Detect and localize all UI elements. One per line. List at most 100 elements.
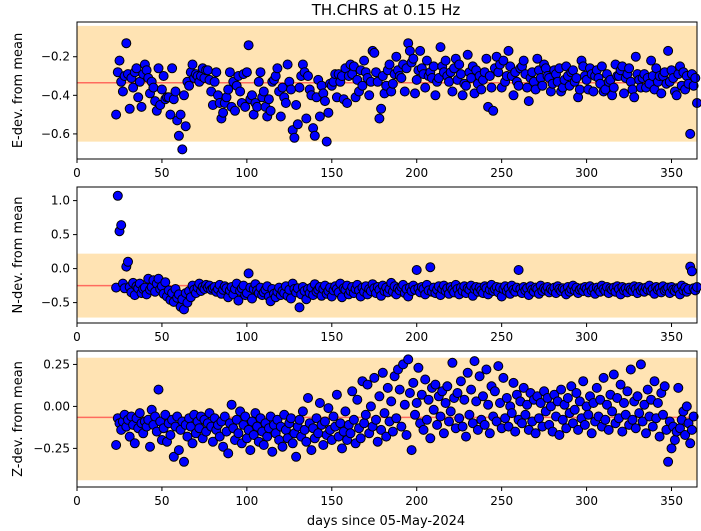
data-point — [557, 385, 566, 394]
data-point — [424, 395, 433, 404]
data-point — [458, 91, 467, 100]
data-point — [456, 377, 465, 386]
y-axis-label: Z-dev. from mean — [11, 361, 26, 477]
data-point — [477, 85, 486, 94]
x-tick-label: 350 — [660, 330, 683, 344]
data-point — [633, 392, 642, 401]
y-axis-label: N-dev. from mean — [11, 197, 26, 314]
data-point — [431, 380, 440, 389]
data-point — [411, 89, 420, 98]
data-point — [349, 415, 358, 424]
data-point — [366, 402, 375, 411]
x-tick-label: 350 — [660, 494, 683, 508]
data-points — [112, 191, 701, 314]
data-point — [455, 414, 464, 423]
data-point — [555, 431, 564, 440]
data-point — [130, 439, 139, 448]
data-point — [181, 122, 190, 131]
x-tick-label: 50 — [154, 330, 169, 344]
data-point — [397, 422, 406, 431]
data-point — [626, 365, 635, 374]
data-point — [409, 54, 418, 63]
data-point — [628, 415, 637, 424]
data-point — [589, 87, 598, 96]
data-point — [188, 439, 197, 448]
data-point — [292, 101, 301, 110]
data-point — [188, 60, 197, 69]
data-point — [264, 95, 273, 104]
data-point — [407, 446, 416, 455]
data-point — [563, 394, 572, 403]
x-tick-label: 200 — [405, 166, 428, 180]
y-tick-label: −0.5 — [41, 296, 70, 310]
figure: TH.CHRS at 0.15 Hz 0 50 100 150 200 250 300 350… — [0, 0, 701, 531]
data-point — [259, 441, 268, 450]
data-point — [499, 373, 508, 382]
data-point — [653, 399, 662, 408]
data-point — [159, 72, 168, 81]
data-point — [400, 400, 409, 409]
data-point — [494, 362, 503, 371]
data-point — [636, 360, 645, 369]
data-point — [519, 56, 528, 65]
data-point — [502, 394, 511, 403]
data-point — [324, 404, 333, 413]
data-point — [531, 429, 540, 438]
data-point — [686, 439, 695, 448]
y-tick-label: −0.25 — [33, 441, 70, 455]
data-point — [273, 64, 282, 73]
data-point — [648, 422, 657, 431]
subplot-3: 0 50 100 150 200 250 300 350−0.250.000.25Z-dev.… — [11, 351, 698, 508]
data-point — [356, 434, 365, 443]
data-point — [149, 83, 158, 92]
data-point — [485, 429, 494, 438]
data-point — [642, 429, 651, 438]
data-point — [421, 375, 430, 384]
data-point — [304, 394, 313, 403]
data-point — [572, 74, 581, 83]
data-point — [298, 407, 307, 416]
data-point — [171, 87, 180, 96]
data-point — [584, 410, 593, 419]
data-point — [161, 278, 170, 287]
data-point — [292, 452, 301, 461]
data-point — [657, 89, 666, 98]
data-point — [558, 415, 567, 424]
data-point — [687, 425, 696, 434]
data-point — [380, 409, 389, 418]
data-point — [521, 410, 530, 419]
data-point — [643, 385, 652, 394]
data-point — [363, 380, 372, 389]
data-point — [416, 46, 425, 55]
x-tick-label: 50 — [154, 166, 169, 180]
data-point — [290, 133, 299, 142]
data-point — [412, 399, 421, 408]
data-point — [268, 447, 277, 456]
y-tick-label: −0.6 — [41, 127, 70, 141]
data-point — [431, 91, 440, 100]
data-point — [263, 432, 272, 441]
data-point — [409, 378, 418, 387]
data-point — [168, 64, 177, 73]
data-point — [433, 420, 442, 429]
x-tick-label: 100 — [235, 494, 258, 508]
x-tick-label: 300 — [575, 494, 598, 508]
data-point — [465, 410, 474, 419]
data-point — [256, 68, 265, 77]
data-point — [375, 114, 384, 123]
data-point — [672, 91, 681, 100]
data-point — [630, 93, 639, 102]
data-point — [302, 114, 311, 123]
x-tick-label: 150 — [320, 166, 343, 180]
data-point — [441, 399, 450, 408]
data-point — [117, 221, 126, 230]
data-point — [655, 432, 664, 441]
data-point — [353, 395, 362, 404]
data-point — [448, 87, 457, 96]
data-point — [441, 56, 450, 65]
data-point — [455, 60, 464, 69]
data-point — [370, 373, 379, 382]
data-point — [365, 91, 374, 100]
data-point — [343, 99, 352, 108]
data-point — [419, 425, 428, 434]
